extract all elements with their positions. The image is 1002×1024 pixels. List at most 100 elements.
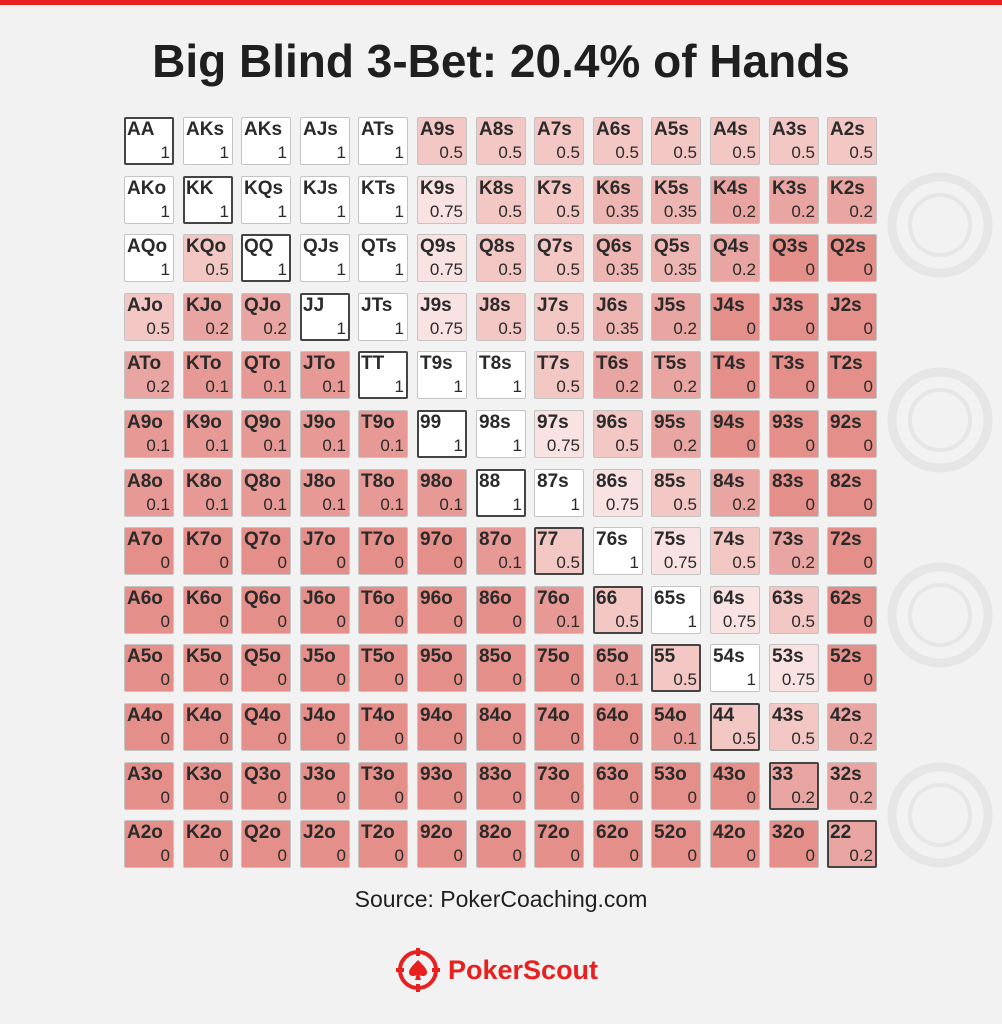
- hand-frequency: 0: [160, 729, 170, 748]
- hand-cell: T9s 1: [417, 351, 467, 399]
- hand-cell: K2o 0: [183, 820, 233, 868]
- hand-frequency: 0: [277, 553, 287, 572]
- hand-frequency: 0.1: [673, 729, 697, 748]
- hand-cell: J4s 0: [710, 293, 760, 341]
- hand-cell: 76s 1: [593, 527, 643, 575]
- hand-label: Q8s: [479, 236, 515, 257]
- hand-frequency: 1: [336, 319, 346, 338]
- hand-frequency: 0: [746, 377, 756, 396]
- hand-label: T2s: [830, 353, 863, 374]
- background-chip-icon: [887, 762, 993, 868]
- hand-frequency: 0.5: [498, 319, 522, 338]
- hand-cell: 95o 0: [417, 644, 467, 692]
- hand-label: 52o: [654, 822, 687, 843]
- hand-cell: 74o 0: [534, 703, 584, 751]
- hand-frequency: 0.1: [263, 436, 287, 455]
- hand-cell: J3s 0: [769, 293, 819, 341]
- hand-label: Q2s: [830, 236, 866, 257]
- hand-label: 87o: [479, 529, 512, 550]
- hand-label: A4s: [713, 119, 748, 140]
- top-accent-bar: [0, 0, 1002, 5]
- hand-label: 97s: [537, 412, 569, 433]
- hand-cell: T7s 0.5: [534, 351, 584, 399]
- hand-label: 72s: [830, 529, 862, 550]
- hand-cell: 42s 0.2: [827, 703, 877, 751]
- hand-label: Q2o: [244, 822, 281, 843]
- hand-cell: A8s 0.5: [476, 117, 526, 165]
- hand-cell: K5o 0: [183, 644, 233, 692]
- hand-cell: ATs 1: [358, 117, 408, 165]
- hand-label: 88: [479, 471, 501, 492]
- hand-cell: 42o 0: [710, 820, 760, 868]
- hand-frequency: 0.5: [791, 729, 815, 748]
- hand-label: 62s: [830, 588, 862, 609]
- hand-frequency: 1: [512, 436, 522, 455]
- hand-label: 76s: [596, 529, 628, 550]
- hand-frequency: 0.75: [781, 670, 815, 689]
- hand-label: T3o: [361, 764, 395, 785]
- hand-frequency: 0.2: [146, 377, 170, 396]
- hand-label: 66: [596, 588, 618, 609]
- hand-cell: QJs 1: [300, 234, 350, 282]
- hand-frequency: 0.75: [429, 260, 463, 279]
- hand-cell: T8o 0.1: [358, 469, 408, 517]
- hand-frequency: 0: [805, 377, 815, 396]
- hand-frequency: 0.5: [556, 319, 580, 338]
- hand-frequency: 0.5: [791, 612, 815, 631]
- hand-label: 84o: [479, 705, 512, 726]
- hand-cell: KK 1: [183, 176, 233, 224]
- hand-label: 43o: [713, 764, 746, 785]
- hand-label: K5s: [654, 178, 689, 199]
- hand-label: A6s: [596, 119, 631, 140]
- hand-label: QTs: [361, 236, 397, 257]
- hand-label: J5s: [654, 295, 686, 316]
- hand-frequency: 0.1: [146, 495, 170, 514]
- hand-cell: ATo 0.2: [124, 351, 174, 399]
- hand-label: K3s: [772, 178, 807, 199]
- background-chip-icon: [887, 172, 993, 278]
- hand-cell: T4o 0: [358, 703, 408, 751]
- hand-label: A2s: [830, 119, 865, 140]
- hand-label: K2o: [186, 822, 222, 843]
- hand-label: 44: [713, 705, 735, 726]
- hand-frequency: 0: [512, 729, 522, 748]
- hand-cell: 82o 0: [476, 820, 526, 868]
- hand-frequency: 1: [394, 377, 404, 396]
- hand-label: 99: [420, 412, 442, 433]
- hand-cell: K7o 0: [183, 527, 233, 575]
- hand-cell: K3o 0: [183, 762, 233, 810]
- hand-frequency: 0: [687, 846, 697, 865]
- hand-label: 97o: [420, 529, 453, 550]
- hand-frequency: 0.2: [732, 202, 756, 221]
- hand-frequency: 0.1: [205, 436, 229, 455]
- hand-cell: K9s 0.75: [417, 176, 467, 224]
- hand-cell: T5o 0: [358, 644, 408, 692]
- hand-frequency: 0: [805, 319, 815, 338]
- hand-frequency: 0: [336, 670, 346, 689]
- hand-frequency: 0: [453, 553, 463, 572]
- hand-cell: Q5s 0.35: [651, 234, 701, 282]
- hand-label: 62o: [596, 822, 629, 843]
- hand-cell: 44 0.5: [710, 703, 760, 751]
- hand-label: Q4s: [713, 236, 749, 257]
- hand-label: J5o: [303, 646, 336, 667]
- hand-frequency: 0: [805, 436, 815, 455]
- hand-label: 22: [830, 822, 852, 843]
- hand-cell: A5o 0: [124, 644, 174, 692]
- hand-frequency: 0.2: [791, 202, 815, 221]
- hand-label: KJs: [303, 178, 338, 199]
- hand-label: 54o: [654, 705, 687, 726]
- hand-frequency: 1: [746, 670, 756, 689]
- hand-frequency: 0: [277, 612, 287, 631]
- hand-frequency: 0.2: [673, 319, 697, 338]
- hand-frequency: 1: [160, 260, 170, 279]
- hand-cell: 93o 0: [417, 762, 467, 810]
- hand-cell: J2s 0: [827, 293, 877, 341]
- hand-cell: 83o 0: [476, 762, 526, 810]
- hand-frequency: 0.1: [146, 436, 170, 455]
- hand-cell: T3o 0: [358, 762, 408, 810]
- hand-cell: AJo 0.5: [124, 293, 174, 341]
- hand-cell: QQ 1: [241, 234, 291, 282]
- hand-frequency: 0.5: [498, 143, 522, 162]
- hand-label: 92s: [830, 412, 862, 433]
